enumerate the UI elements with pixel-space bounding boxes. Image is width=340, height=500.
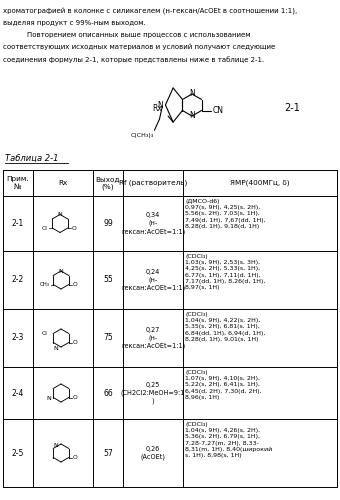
Text: O: O [72,226,76,230]
Text: 2-2: 2-2 [12,276,24,284]
Text: 66: 66 [103,388,113,398]
Text: Прим.
№: Прим. № [7,176,29,190]
Text: CH₃: CH₃ [40,282,50,287]
Text: N: N [53,443,58,448]
Text: N: N [47,396,51,401]
Text: 55: 55 [103,276,113,284]
Text: 0,26
(AcOEt): 0,26 (AcOEt) [140,446,166,460]
Text: 0,27
(н-
гексан:AcOEt=1:1): 0,27 (н- гексан:AcOEt=1:1) [121,327,185,349]
Text: N: N [58,269,63,274]
Text: N: N [189,112,195,120]
Text: 0,24
(н-
гексан:AcOEt=1:1): 0,24 (н- гексан:AcOEt=1:1) [121,269,185,291]
Text: Таблица 2-1: Таблица 2-1 [5,154,58,162]
Text: 75: 75 [103,334,113,342]
Text: хроматографией в колонке с силикагелем (н-гексан/AcOEt в соотношении 1:1),: хроматографией в колонке с силикагелем (… [3,8,297,15]
Text: N: N [189,90,195,98]
Text: CN: CN [212,106,223,115]
Text: (CDCl₃)
1,03(s, 9H), 2,53(s, 3H),
4,25(s, 2H), 5,33(s, 1H),
6,77(s, 1H), 7,11(d,: (CDCl₃) 1,03(s, 9H), 2,53(s, 3H), 4,25(s… [185,254,266,290]
Text: соответствующих исходных материалов и условий получают следующие: соответствующих исходных материалов и ус… [3,44,275,51]
Text: 2-1: 2-1 [284,103,300,113]
Text: N: N [158,100,164,110]
Text: N: N [53,346,58,350]
Text: 57: 57 [103,448,113,458]
Text: ЯМР(400МГц, δ): ЯМР(400МГц, δ) [230,180,290,186]
Text: 99: 99 [103,219,113,228]
Text: Rx: Rx [58,180,68,186]
Text: (CDCl₃)
1,04(s, 9H), 4,26(s, 2H),
5,36(s, 2H), 6,79(s, 1H),
7,28-7,27(m, 2H), 8,: (CDCl₃) 1,04(s, 9H), 4,26(s, 2H), 5,36(s… [185,422,272,458]
Text: 2-4: 2-4 [12,388,24,398]
Text: (ДМСО-d6)
0,97(s, 9H), 4,25(s, 2H),
5,56(s, 2H), 7,03(s, 1H),
7,49(d, 1H), 7,67(: (ДМСО-d6) 0,97(s, 9H), 4,25(s, 2H), 5,56… [185,199,266,229]
Text: 0,34
(н-
гексан:AcOEt=1:1): 0,34 (н- гексан:AcOEt=1:1) [121,212,185,235]
Text: 2-5: 2-5 [12,448,24,458]
Text: соединения формулы 2-1, которые представлены ниже в таблице 2-1.: соединения формулы 2-1, которые представ… [3,56,264,63]
Text: Повторением описанных выше процессов с использованием: Повторением описанных выше процессов с и… [18,32,251,38]
Text: 0,25
(CH2Cl2:MeOH=9:1
): 0,25 (CH2Cl2:MeOH=9:1 ) [121,382,185,404]
Text: (CDCl₃)
1,07(s, 9H), 4,10(s, 2H),
5,22(s, 2H), 6,41(s, 1H),
6,45(d, 2H), 7,30(d,: (CDCl₃) 1,07(s, 9H), 4,10(s, 2H), 5,22(s… [185,370,261,400]
Text: 2-1: 2-1 [12,219,24,228]
Text: (CDCl₃)
1,04(s, 9H), 4,22(s, 2H),
5,35(s, 2H), 6,81(s, 1H),
6,84(dd, 1H), 6,94(d: (CDCl₃) 1,04(s, 9H), 4,22(s, 2H), 5,35(s… [185,312,266,342]
Text: O: O [73,340,78,345]
Text: Rx: Rx [152,104,162,112]
Text: O: O [73,395,78,400]
Text: Rf (растворитель): Rf (растворитель) [119,180,187,186]
Text: O: O [73,455,78,460]
Text: C(CH₃)₃: C(CH₃)₃ [130,133,153,138]
Text: Cl: Cl [41,331,47,336]
Text: 2-3: 2-3 [12,334,24,342]
Text: N: N [57,212,62,218]
Text: выделяя продукт с 99%-ным выходом.: выделяя продукт с 99%-ным выходом. [3,20,146,26]
Text: O: O [73,282,78,287]
Text: Cl: Cl [41,226,47,230]
Text: Выход
(%): Выход (%) [96,176,120,190]
